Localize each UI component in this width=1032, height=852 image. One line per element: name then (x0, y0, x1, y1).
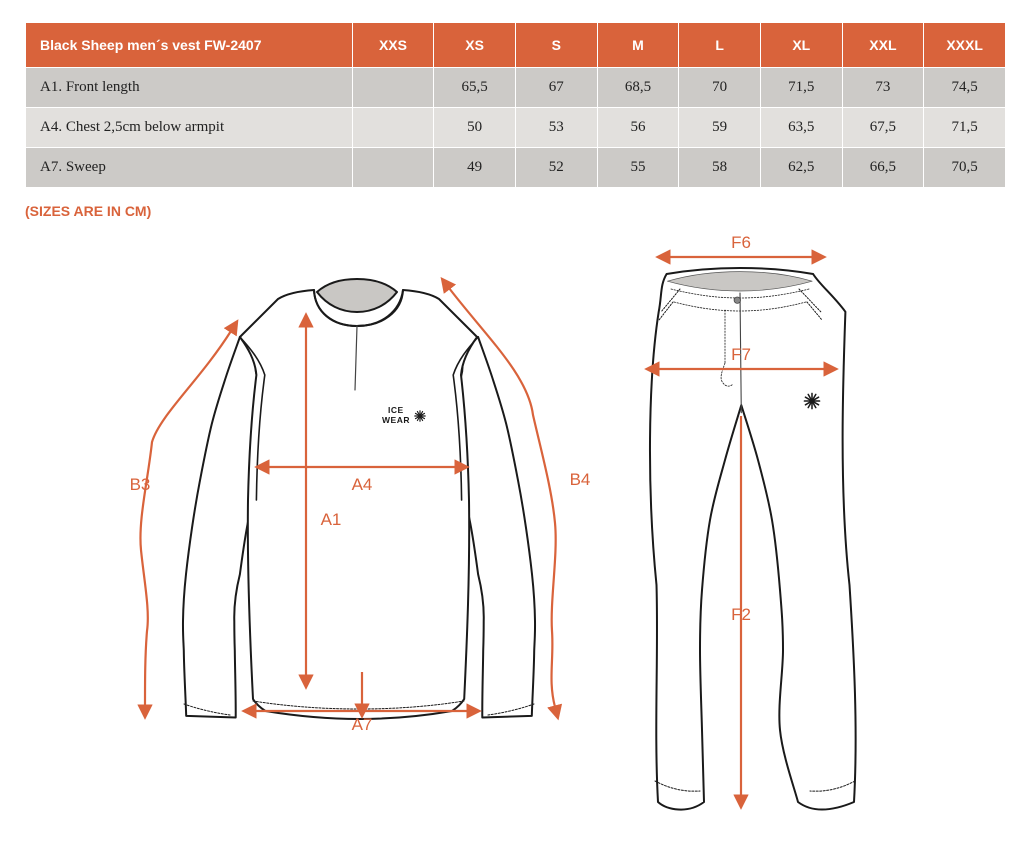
svg-text:ICE: ICE (388, 405, 404, 415)
svg-text:A4: A4 (352, 475, 373, 494)
svg-text:B3: B3 (130, 475, 151, 494)
svg-text:F6: F6 (731, 233, 751, 252)
svg-text:F7: F7 (731, 345, 751, 364)
svg-text:F2: F2 (731, 605, 751, 624)
svg-text:A7: A7 (352, 715, 373, 734)
svg-text:WEAR: WEAR (382, 415, 410, 425)
svg-text:B4: B4 (570, 470, 591, 489)
svg-text:A1: A1 (321, 510, 342, 529)
